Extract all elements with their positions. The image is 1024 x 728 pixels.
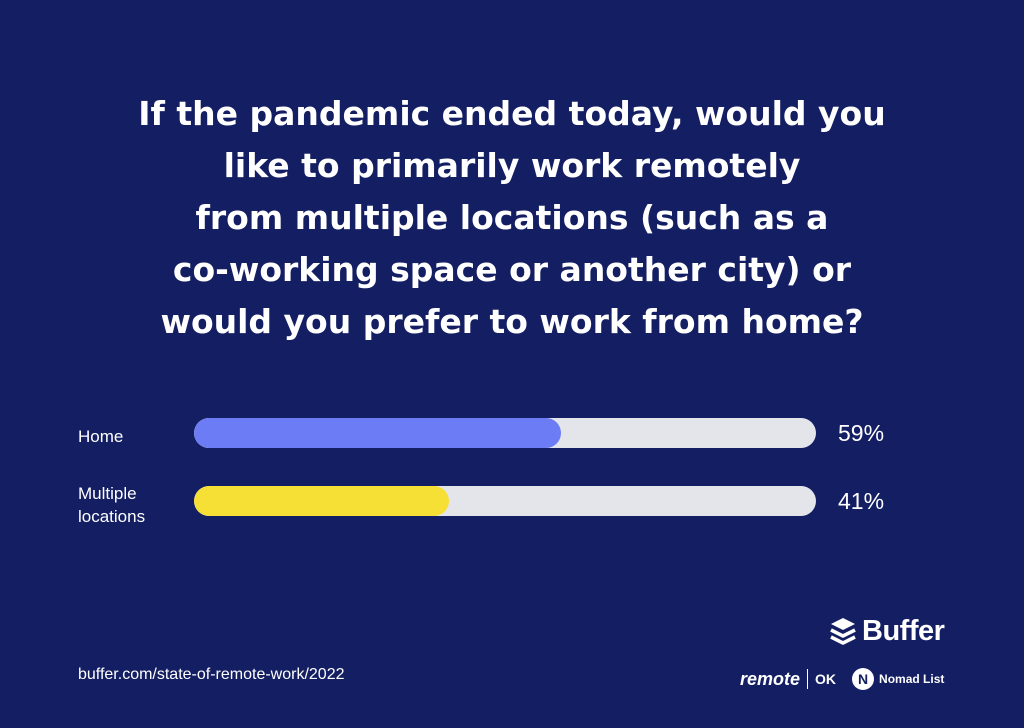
bar <box>194 418 561 448</box>
title-line: would you prefer to work from home? <box>160 302 864 341</box>
nomad-list-logo-text: Nomad List <box>879 672 945 686</box>
nomad-list-logo-icon: N <box>852 668 875 690</box>
bar-track <box>194 418 816 448</box>
logo-divider <box>807 669 809 689</box>
bar-track <box>194 486 816 516</box>
category-label: Multiple locations <box>78 484 146 526</box>
buffer-logo-icon <box>830 618 856 645</box>
remote-ok-suffix: OK <box>815 671 837 687</box>
value-label: 41% <box>838 488 885 514</box>
buffer-logo: Buffer <box>830 614 945 648</box>
title-line: like to primarily work remotely <box>223 146 801 185</box>
source-url: buffer.com/state-of-remote-work/2022 <box>78 666 345 683</box>
bar <box>194 486 450 516</box>
partner-logos: remote OK N Nomad List <box>740 664 944 694</box>
title-line: If the pandemic ended today, would you <box>138 94 886 133</box>
buffer-brand-text: Buffer <box>862 614 945 647</box>
title-line: co-working space or another city) or <box>172 250 852 289</box>
chart-title: If the pandemic ended today, would you l… <box>60 88 964 348</box>
category-label: Home <box>78 427 124 446</box>
title-line: from multiple locations (such as a <box>195 198 829 237</box>
remote-ok-logo-text: remote <box>740 668 801 689</box>
value-label: 59% <box>838 420 885 446</box>
